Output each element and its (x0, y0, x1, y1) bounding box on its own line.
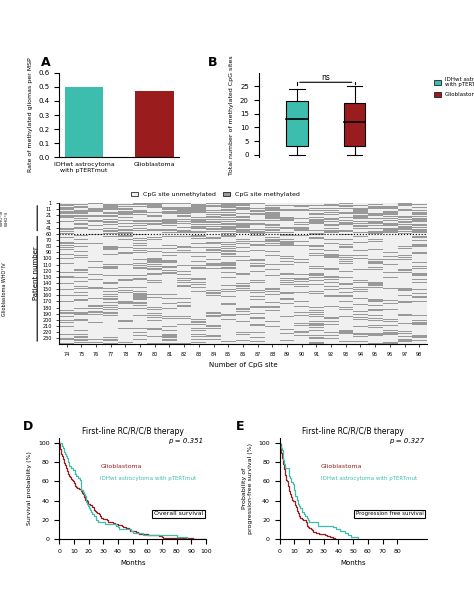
Y-axis label: Probability of
progression-free survival (%): Probability of progression-free survival… (242, 443, 253, 534)
Y-axis label: Rate of methylated gliomas per MSP: Rate of methylated gliomas per MSP (27, 58, 33, 172)
Text: p = 0.351: p = 0.351 (168, 438, 203, 444)
FancyBboxPatch shape (286, 101, 308, 147)
Legend: IDHwt astrocytoma
with pTERTmut, Glioblastoma: IDHwt astrocytoma with pTERTmut, Gliobla… (433, 76, 474, 98)
Text: A: A (41, 56, 51, 69)
Text: ns: ns (321, 73, 330, 82)
X-axis label: Months: Months (120, 559, 146, 565)
Text: p = 0.327: p = 0.327 (389, 438, 424, 444)
Text: Overall survival: Overall survival (154, 511, 203, 516)
Text: Glioblastoma WHO°IV: Glioblastoma WHO°IV (1, 262, 7, 316)
FancyBboxPatch shape (344, 103, 365, 147)
Text: IDHwt astrocytoma with pTERTmut: IDHwt astrocytoma with pTERTmut (321, 476, 417, 481)
Y-axis label: Survival probability (%): Survival probability (%) (27, 451, 32, 525)
Legend: CpG site unmethylated, CpG site methylated: CpG site unmethylated, CpG site methylat… (128, 189, 302, 199)
Text: D: D (23, 419, 33, 433)
Text: Glioblastoma: Glioblastoma (100, 464, 142, 469)
Y-axis label: Patient number: Patient number (34, 247, 39, 301)
Bar (65, 87, 103, 158)
Text: Progression free survival: Progression free survival (356, 511, 424, 516)
Text: B: B (208, 56, 218, 69)
Text: WHO°III
WHO°II: WHO°III WHO°II (0, 210, 9, 226)
Title: First-line RC/R/C/B therapy: First-line RC/R/C/B therapy (82, 427, 183, 436)
Text: Glioblastoma: Glioblastoma (321, 464, 362, 469)
Text: E: E (236, 419, 244, 433)
Title: First-line RC/R/C/B therapy: First-line RC/R/C/B therapy (302, 427, 404, 436)
X-axis label: Months: Months (340, 559, 366, 565)
Bar (135, 91, 174, 158)
X-axis label: Number of CpG site: Number of CpG site (209, 362, 277, 368)
Text: IDHwt astrocytoma with pTERTmut: IDHwt astrocytoma with pTERTmut (100, 476, 197, 481)
Y-axis label: Total number of methylated CpG sites: Total number of methylated CpG sites (229, 55, 234, 175)
